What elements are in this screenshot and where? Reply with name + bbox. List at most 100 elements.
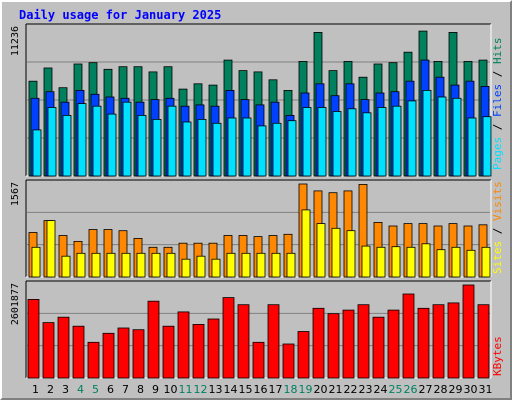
x-tick-label-1: 1	[32, 383, 39, 396]
legend-2: KBytes	[491, 336, 504, 376]
bar-kbytes-day-25	[387, 309, 400, 379]
bar-pages-day-24	[377, 107, 387, 177]
bar-kbytes-day-23	[357, 304, 370, 379]
bar-sites-day-12	[196, 255, 206, 278]
bar-kbytes-day-10	[162, 325, 175, 379]
bar-kbytes-day-29	[447, 302, 460, 379]
bar-pages-day-2	[47, 107, 57, 177]
x-tick-label-13: 13	[209, 383, 223, 396]
bar-sites-day-13	[211, 258, 221, 278]
x-tick-label-19: 19	[299, 383, 313, 396]
bar-kbytes-day-1	[27, 298, 40, 379]
bar-kbytes-day-3	[57, 316, 70, 379]
bar-pages-day-17	[272, 122, 282, 177]
bar-sites-day-30	[466, 249, 476, 278]
bar-pages-day-29	[452, 97, 462, 177]
bar-pages-day-27	[422, 90, 432, 177]
bar-sites-day-23	[361, 245, 371, 278]
bar-kbytes-day-17	[267, 304, 280, 379]
x-tick-label-24: 24	[374, 383, 388, 396]
bar-kbytes-day-19	[297, 331, 310, 379]
bar-kbytes-day-2	[42, 322, 55, 379]
bar-kbytes-day-5	[87, 341, 100, 379]
x-tick-label-15: 15	[239, 383, 253, 396]
x-tick-label-8: 8	[137, 383, 144, 396]
x-tick-label-27: 27	[419, 383, 433, 396]
y-max-label: 2601877	[10, 283, 21, 325]
bar-pages-day-4	[77, 103, 87, 177]
x-tick-label-30: 30	[464, 383, 478, 396]
bar-kbytes-day-22	[342, 309, 355, 379]
x-tick-label-6: 6	[107, 383, 114, 396]
bar-kbytes-day-12	[192, 323, 205, 379]
bar-sites-day-5	[91, 252, 101, 278]
bar-sites-day-26	[406, 246, 416, 278]
legend-files: Files	[491, 84, 504, 117]
x-tick-label-23: 23	[359, 383, 373, 396]
bar-pages-day-19	[302, 107, 312, 177]
bar-pages-day-28	[437, 96, 447, 177]
bar-pages-day-14	[227, 117, 237, 177]
x-tick-label-14: 14	[224, 383, 238, 396]
bar-kbytes-day-15	[237, 304, 250, 379]
bar-sites-day-17	[271, 252, 281, 278]
bar-sites-day-11	[181, 258, 191, 278]
x-tick-label-2: 2	[47, 383, 54, 396]
bar-sites-day-16	[256, 252, 266, 278]
legend-hits: Hits	[491, 38, 504, 65]
y-max-label: 1567	[10, 182, 21, 206]
x-tick-label-4: 4	[77, 383, 84, 396]
bar-kbytes-day-14	[222, 297, 235, 379]
bar-sites-day-10	[166, 252, 176, 278]
x-tick-label-22: 22	[344, 383, 358, 396]
bar-kbytes-day-28	[432, 304, 445, 379]
bar-sites-day-24	[376, 246, 386, 278]
legend-pages: Pages	[491, 137, 504, 170]
bar-pages-day-21	[332, 111, 342, 177]
bar-pages-day-10	[167, 105, 177, 177]
bar-sites-day-31	[481, 246, 491, 278]
bar-sites-day-20	[316, 223, 326, 278]
bar-sites-day-22	[346, 230, 356, 278]
legend-1: Sites / Visits	[491, 181, 504, 274]
x-tick-label-3: 3	[62, 383, 69, 396]
bar-kbytes-day-13	[207, 318, 220, 379]
bar-pages-day-13	[212, 122, 222, 177]
bar-pages-day-5	[92, 105, 102, 177]
bar-sites-day-19	[301, 209, 311, 278]
x-tick-label-16: 16	[254, 383, 268, 396]
legend-sites: Sites	[491, 241, 504, 274]
bar-sites-day-28	[436, 249, 446, 278]
bar-kbytes-day-7	[117, 327, 130, 379]
bar-kbytes-day-8	[132, 329, 145, 379]
bar-sites-day-4	[76, 252, 86, 278]
x-tick-label-31: 31	[479, 383, 493, 396]
x-tick-label-12: 12	[194, 383, 208, 396]
legend-separator: /	[491, 64, 504, 84]
bar-pages-day-15	[242, 117, 252, 177]
bar-kbytes-day-11	[177, 311, 190, 379]
legend-separator: /	[491, 117, 504, 137]
bar-pages-day-22	[347, 108, 357, 177]
x-tick-label-29: 29	[449, 383, 463, 396]
legend-kbytes: KBytes	[491, 336, 504, 376]
bar-pages-day-23	[362, 112, 372, 177]
bar-kbytes-day-6	[102, 332, 115, 379]
bar-pages-day-6	[107, 113, 117, 177]
bar-kbytes-day-27	[417, 307, 430, 379]
x-tick-label-21: 21	[329, 383, 343, 396]
bar-kbytes-day-16	[252, 341, 265, 379]
legend-visits: Visits	[491, 181, 504, 221]
x-tick-label-20: 20	[314, 383, 328, 396]
bar-sites-day-7	[121, 252, 131, 278]
bar-pages-day-8	[137, 115, 147, 177]
x-tick-label-7: 7	[122, 383, 129, 396]
bar-sites-day-21	[331, 227, 341, 278]
bar-pages-day-30	[467, 117, 477, 177]
bar-sites-day-6	[106, 252, 116, 278]
bar-sites-day-9	[151, 252, 161, 278]
bar-kbytes-day-21	[327, 313, 340, 379]
bar-pages-day-3	[62, 115, 72, 177]
bar-sites-day-8	[136, 252, 146, 278]
